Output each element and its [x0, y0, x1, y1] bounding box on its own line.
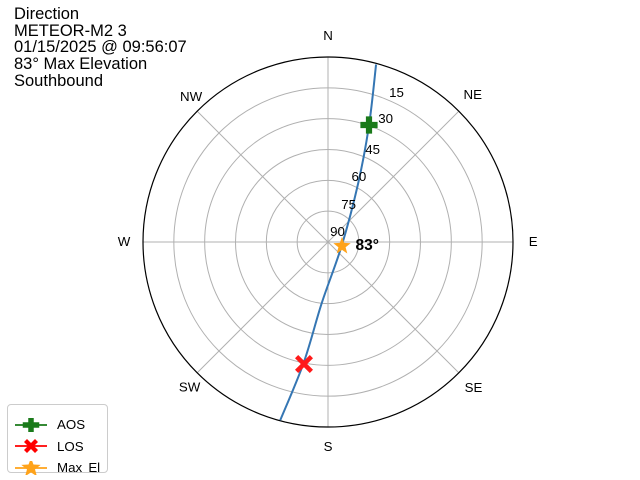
svg-text:15: 15	[389, 85, 404, 100]
svg-text:75: 75	[341, 197, 356, 212]
svg-text:W: W	[118, 234, 131, 249]
svg-text:45: 45	[365, 142, 380, 157]
svg-text:NW: NW	[180, 89, 203, 104]
svg-text:90: 90	[330, 224, 345, 239]
svg-text:SW: SW	[179, 379, 201, 394]
svg-text:NE: NE	[464, 87, 483, 102]
svg-text:SE: SE	[465, 380, 483, 395]
svg-text:E: E	[529, 234, 538, 249]
svg-text:60: 60	[352, 169, 367, 184]
svg-text:N: N	[323, 28, 333, 43]
svg-text:83°: 83°	[356, 237, 379, 254]
svg-text:30: 30	[378, 111, 393, 126]
svg-text:S: S	[324, 439, 333, 454]
